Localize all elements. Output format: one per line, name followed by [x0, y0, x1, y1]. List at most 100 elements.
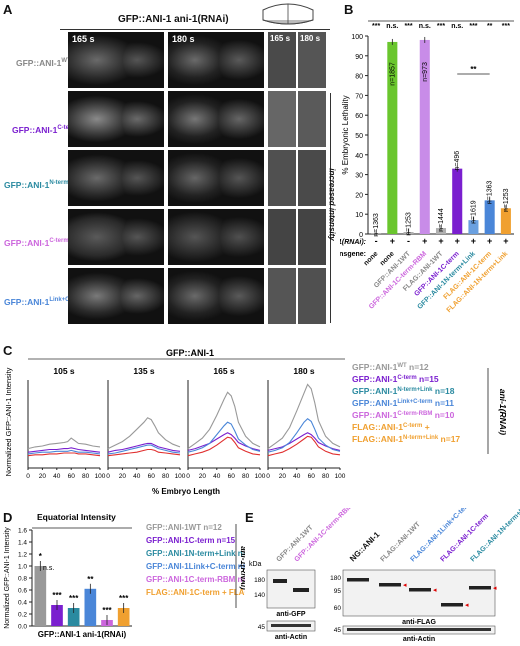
panel-a-letter: A — [3, 2, 13, 17]
c-legend-entry: FLAG::ANI-1C-term + — [352, 422, 430, 432]
micro-row-1-zoom-165s — [268, 32, 296, 88]
b-rnai-sign: + — [503, 236, 508, 246]
b-pair-significance: ** — [470, 65, 477, 74]
b-significance: *** — [502, 23, 510, 30]
c-xlabel: % Embryo Length — [152, 487, 220, 496]
panel-a-title: GFP::ANI-1 ani-1(RNAi) — [118, 14, 229, 25]
e-band-arrow-icon: ◂ — [433, 587, 437, 594]
c-xtick-label: 0 — [26, 473, 30, 480]
c-xtick-label: 80 — [322, 473, 330, 480]
b-ytick-label: 30 — [355, 173, 363, 180]
d-ytick-label: 0.8 — [18, 576, 27, 583]
c-series-line — [107, 442, 181, 453]
e-flag-blot — [342, 569, 496, 617]
d-star: *** — [69, 594, 79, 603]
d-star: *** — [102, 606, 112, 615]
e-band-arrow-icon: ◂ — [403, 582, 407, 589]
panel-c-letter: C — [3, 343, 13, 358]
e-kda-label: kDa — [249, 561, 262, 568]
d-legend-entry: GFP::ANI-1N-term+Link n=18 — [146, 549, 245, 558]
c-series-line — [187, 421, 261, 453]
e-flag-band — [441, 603, 463, 607]
time-label-180: 180 s — [172, 34, 195, 44]
c-title: GFP::ANI-1 — [166, 348, 214, 358]
c-xtick-label: 100 — [255, 473, 266, 480]
c-xtick-label: 60 — [148, 473, 156, 480]
b-ytick-label: 20 — [355, 192, 363, 199]
e-right-lane-label: NG::ANI-1 — [348, 530, 382, 564]
panel-c-chart: GFP::ANI-1 Normalized GFP::ANI-1 Intensit… — [0, 342, 520, 507]
c-series-line — [27, 449, 101, 455]
d-xlabel: GFP::ANI-1 ani-1(RNAi) — [38, 630, 127, 639]
time-label-165: 165 s — [72, 34, 95, 44]
e-right-lane-label: FLAG::ANI-1N-term+Link — [469, 508, 520, 563]
b-rnai-sign: + — [487, 236, 492, 246]
c-series-line — [27, 437, 101, 450]
d-ytick-label: 1.4 — [18, 540, 27, 547]
e-band-arrow-icon: ◂ — [493, 585, 497, 592]
e-marker: 45 — [334, 627, 342, 634]
d-ytick-label: 0.6 — [18, 588, 27, 595]
row-label-c-term-rbm: GFP::ANI-1C-term-RBM — [4, 238, 85, 248]
b-n-label: n=1619 — [470, 200, 477, 224]
micro-row-5-zoom-180s — [298, 268, 326, 324]
d-legend-entry: GFP::ANI-1C-term-RBM n=10 — [146, 575, 245, 584]
panel-a-title-underline — [60, 29, 330, 30]
c-time-label: 165 s — [213, 366, 235, 376]
c-legend-entry: GFP::ANI-1Link+C-term n=11 — [352, 398, 454, 408]
increased-intensity-label: increased intensity — [327, 168, 337, 241]
e-flag-band — [469, 586, 491, 590]
d-star: * — [39, 552, 43, 561]
micro-row-2-zoom-180s — [298, 91, 326, 147]
b-transgene-row-label: Transgene: — [340, 251, 366, 258]
b-ytick-label: 100 — [351, 34, 363, 41]
b-significance: *** — [372, 23, 380, 30]
b-bar — [452, 168, 463, 234]
micro-row-2-165s — [68, 91, 164, 147]
d-ytick-label: 1.6 — [18, 528, 27, 535]
b-bar — [500, 208, 511, 234]
time-label-zoom-180: 180 s — [300, 34, 321, 43]
embryo-schematic-icon — [258, 2, 318, 28]
micro-row-4-zoom-165s — [268, 209, 296, 265]
d-ytick-label: 1.0 — [18, 564, 27, 571]
c-series-line — [267, 417, 341, 453]
e-flag-band — [379, 583, 401, 587]
e-band-arrow-icon: ◂ — [465, 602, 469, 609]
c-side-label: ani-1(RNAi) — [498, 389, 508, 435]
c-legend-entry: GFP::ANI-1WT n=12 — [352, 362, 429, 372]
b-significance: *** — [404, 23, 412, 30]
micro-row-1-180s — [168, 32, 264, 88]
b-ytick-label: 40 — [355, 153, 363, 160]
d-bar — [67, 608, 80, 626]
micro-row-2-180s — [168, 91, 264, 147]
c-series-line — [27, 452, 101, 457]
c-xtick-label: 80 — [162, 473, 170, 480]
panel-d-letter: D — [3, 510, 13, 525]
micro-row-3-zoom-180s — [298, 150, 326, 206]
panel-e-blots: kDa 180 140 anti-GFP 45 anti-Actin GFP::ANI-1W… — [245, 500, 520, 643]
d-legend-entry: GFP::ANI-1C-term n=15 — [146, 536, 236, 545]
c-xtick-label: 40 — [53, 473, 61, 480]
micro-row-3-180s — [168, 150, 264, 206]
e-marker: 45 — [258, 624, 266, 631]
b-rnai-sign: + — [455, 236, 460, 246]
c-xtick-label: 0 — [106, 473, 110, 480]
b-ytick-label: 60 — [355, 113, 363, 120]
b-n-label: n=1253 — [406, 212, 413, 236]
d-legend-entry: GFP::ANI-1WT n=12 — [146, 523, 222, 532]
e-actin-band-right — [347, 628, 491, 631]
micro-row-2-zoom-165s — [268, 91, 296, 147]
b-bar — [419, 39, 430, 235]
c-time-label: 180 s — [293, 366, 315, 376]
e-actin-band-left — [271, 624, 311, 627]
e-marker: 60 — [334, 605, 342, 612]
e-flag-band — [409, 588, 431, 592]
e-anti-actin-label: anti-Actin — [275, 634, 307, 641]
time-label-zoom-165: 165 s — [270, 34, 291, 43]
d-title: Equatorial Intensity — [37, 512, 116, 522]
c-legend-entry: GFP::ANI-1C-term-RBM n=10 — [352, 410, 455, 420]
c-xtick-label: 20 — [199, 473, 207, 480]
c-legend-entry: GFP::ANI-1C-term n=15 — [352, 374, 439, 384]
c-xtick-label: 80 — [82, 473, 90, 480]
